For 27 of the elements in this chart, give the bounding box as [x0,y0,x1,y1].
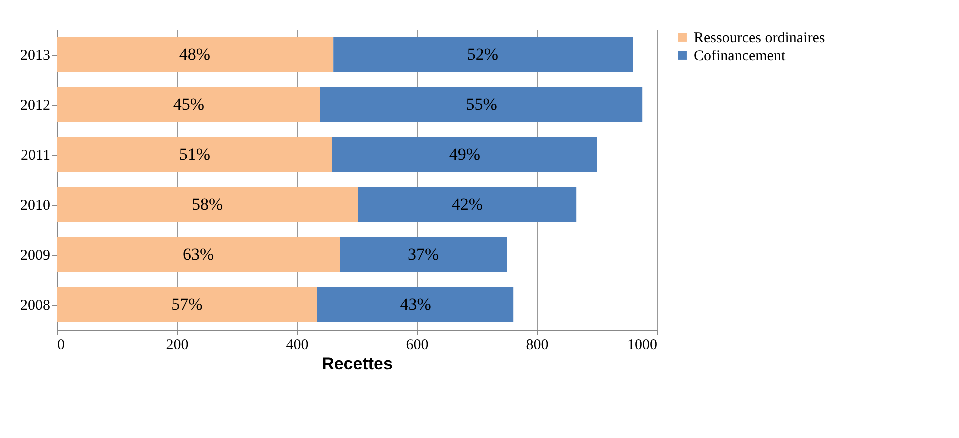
x-tick-label: 600 [406,338,429,354]
y-tick-label: 2011 [21,148,50,164]
x-tick-label: 1000 [628,338,658,354]
legend-label: Cofinancement [694,48,786,64]
x-tick-label: 400 [286,338,309,354]
x-axis-title: Recettes [322,354,393,374]
annotation: 51% [179,145,211,164]
annotation: 45% [173,95,205,114]
annotation: 48% [179,45,211,64]
x-tick-label: 800 [526,338,549,354]
y-tick-label: 2008 [20,298,50,314]
annotation: 57% [172,295,203,314]
annotation: 55% [466,95,498,114]
y-tick-label: 2013 [20,48,50,64]
legend-label: Ressources ordinaires [694,30,826,46]
y-tick-label: 2009 [20,248,50,264]
annotation: 37% [408,245,440,264]
annotation: 49% [449,145,481,164]
y-tick-label: 2012 [20,98,50,114]
annotation: 43% [400,295,432,314]
annotation: 52% [467,45,499,64]
annotation: 58% [192,195,224,214]
x-tick-label: 200 [166,338,189,354]
annotation: 42% [452,195,483,214]
y-tick-label: 2010 [20,198,50,214]
annotation: 63% [183,245,214,264]
x-tick-label: 0 [58,338,65,354]
